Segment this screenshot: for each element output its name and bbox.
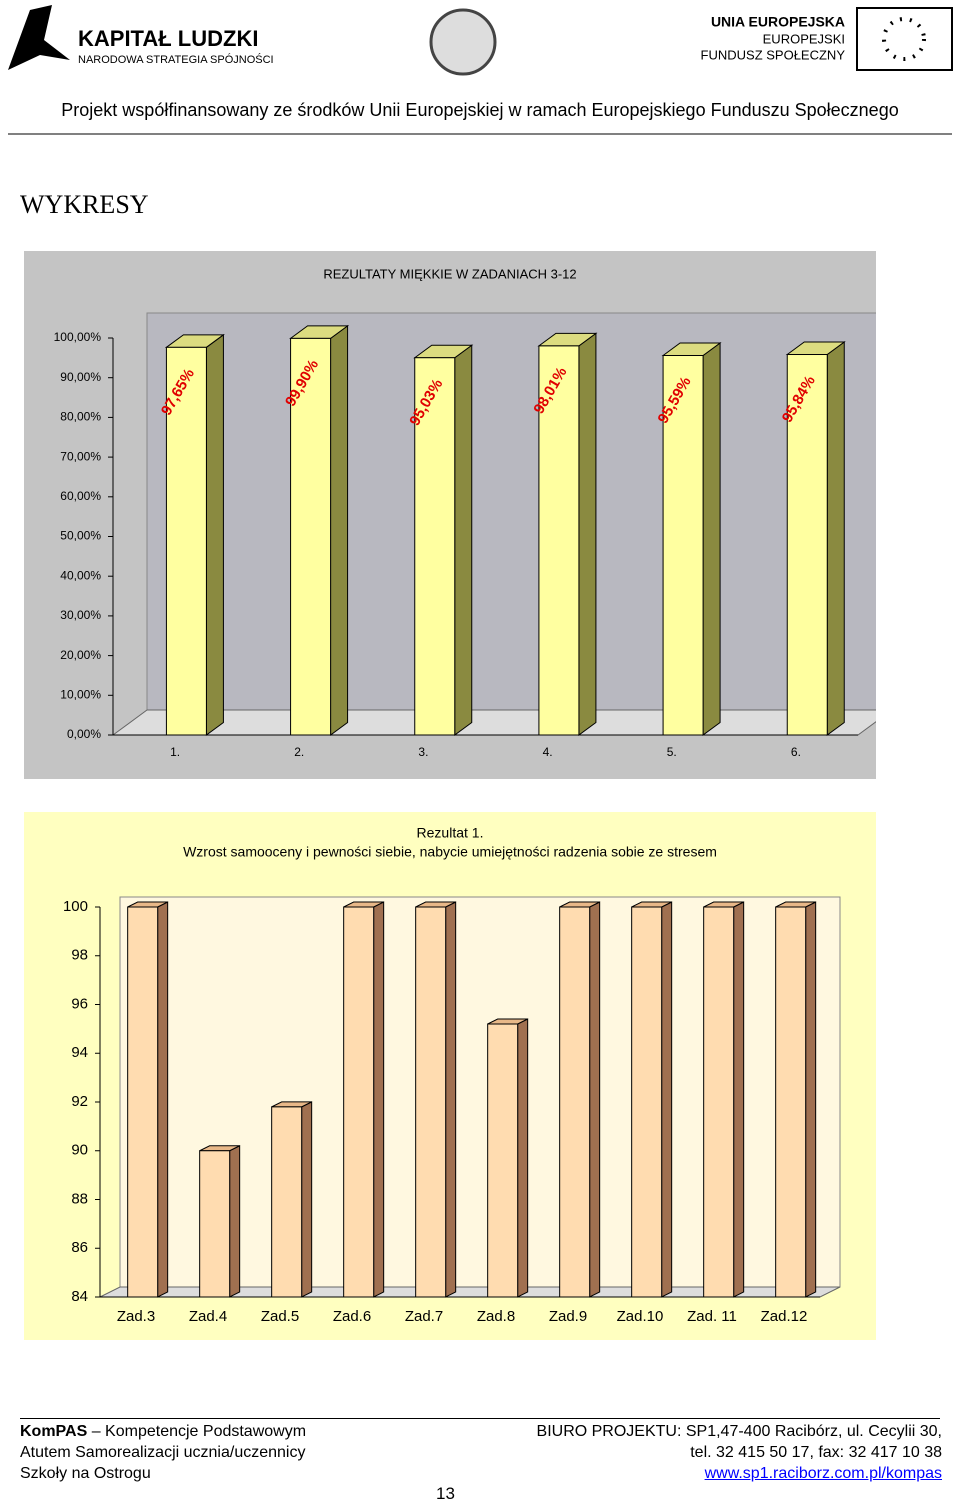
bar-side — [205, 333, 224, 736]
y-tick-label: 80,00% — [60, 410, 101, 424]
y-tick-label: 90,00% — [60, 370, 101, 384]
y-tick-label: 70,00% — [60, 449, 101, 463]
bar-side — [229, 1144, 241, 1298]
bar-side — [826, 341, 845, 736]
eu-line: UNIA EUROPEJSKA — [711, 14, 845, 30]
y-tick-label: 100,00% — [54, 330, 102, 344]
y-tick-label: 30,00% — [60, 608, 101, 622]
x-tick-label: Zad.4 — [189, 1308, 227, 1325]
bar — [271, 1106, 303, 1298]
bar — [165, 346, 207, 736]
x-tick-label: Zad.6 — [333, 1308, 371, 1325]
footer-line: Szkoły na Ostrogu — [20, 1465, 151, 1482]
bar — [786, 354, 828, 736]
x-tick-label: Zad.10 — [617, 1308, 664, 1325]
x-tick-label: 4. — [543, 745, 553, 759]
heading: WYKRESY — [20, 190, 149, 219]
bar-side — [445, 901, 457, 1298]
footer-line: BIURO PROJEKTU: SP1,47-400 Racibórz, ul.… — [536, 1423, 942, 1440]
x-tick-label: 6. — [791, 745, 801, 759]
footer-left: KomPAS – Kompetencje Podstawowym Atutem … — [20, 1421, 306, 1484]
y-tick-label: 20,00% — [60, 648, 101, 662]
bar — [631, 906, 663, 1298]
footer-link[interactable]: www.sp1.raciborz.com.pl/kompas — [704, 1465, 942, 1482]
y-tick-label: 60,00% — [60, 489, 101, 503]
footer-rule — [20, 1418, 940, 1419]
bar-side — [702, 342, 721, 736]
x-tick-label: 5. — [667, 745, 677, 759]
y-tick-label: 10,00% — [60, 687, 101, 701]
footer-line: Atutem Samorealizacji ucznia/uczennicy — [20, 1444, 306, 1461]
chart: REZULTATY MIĘKKIE W ZADANIACH 3-12 0,00% 1… — [24, 251, 876, 779]
chart: Rezultat 1. Wzrost samooceny i pewności s… — [24, 812, 876, 1340]
y-tick-label: 84 — [71, 1288, 88, 1305]
school-logo — [429, 8, 497, 76]
y-tick-label: 50,00% — [60, 529, 101, 543]
footer-line: tel. 32 415 50 17, fax: 32 417 10 38 — [690, 1444, 942, 1461]
x-tick-label: Zad.8 — [477, 1308, 515, 1325]
x-tick-label: Zad. 11 — [687, 1308, 737, 1325]
y-tick-label: 96 — [71, 995, 88, 1012]
x-tick-label: Zad.7 — [405, 1308, 443, 1325]
x-tick-label: 3. — [418, 745, 428, 759]
eu-line: EUROPEJSKI — [763, 31, 845, 46]
y-tick-label: 100 — [63, 898, 88, 915]
project-line: Projekt współfinansowany ze środków Unii… — [61, 100, 898, 120]
footer-text: – Kompetencje Podstawowym — [87, 1423, 307, 1440]
y-tick-label: 40,00% — [60, 568, 101, 582]
bar-side — [661, 901, 673, 1298]
bar-side — [578, 332, 597, 736]
x-tick-label: Zad.9 — [549, 1308, 587, 1325]
footer-right: BIURO PROJEKTU: SP1,47-400 Racibórz, ul.… — [537, 1421, 942, 1484]
y-tick-label: 98 — [71, 947, 88, 964]
bar-side — [454, 344, 473, 736]
x-tick-label: Zad.3 — [117, 1308, 155, 1325]
bar — [487, 1023, 519, 1298]
x-tick-label: Zad.5 — [261, 1308, 299, 1325]
back-wall — [146, 312, 876, 711]
header: KAPITAŁ LUDZKI NARODOWA STRATEGIA SPÓJNO… — [8, 5, 953, 135]
eu-line: FUNDUSZ SPOŁECZNY — [701, 47, 846, 62]
logo-icon — [8, 5, 70, 70]
y-tick-label: 86 — [71, 1239, 88, 1256]
bar-side — [589, 901, 601, 1298]
y-tick-label: 0,00% — [67, 727, 101, 741]
footer-line: KomPAS – Kompetencje Podstawowym — [20, 1421, 306, 1442]
bar — [290, 337, 332, 736]
bar-side — [733, 901, 745, 1298]
bar — [559, 906, 591, 1298]
x-tick-label: 2. — [294, 745, 304, 759]
y-tick-label: 92 — [71, 1093, 88, 1110]
bar — [775, 906, 807, 1298]
footer-brand: KomPAS — [20, 1423, 88, 1440]
bar-side — [157, 901, 169, 1298]
bar — [127, 906, 159, 1298]
bar — [414, 357, 456, 736]
bar-side — [373, 901, 385, 1298]
x-tick-label: 1. — [170, 745, 180, 759]
bar — [703, 906, 735, 1298]
page-number: 13 — [436, 1484, 455, 1503]
bar — [538, 345, 580, 736]
logo-title: KAPITAŁ LUDZKI — [78, 26, 258, 51]
bar — [343, 906, 375, 1298]
logo-subtitle: NARODOWA STRATEGIA SPÓJNOŚCI — [78, 53, 274, 66]
chart-title: Rezultat 1. — [417, 825, 484, 841]
floor — [111, 709, 876, 736]
y-tick-label: 90 — [71, 1142, 88, 1159]
y-tick-label: 94 — [71, 1044, 88, 1061]
bar — [662, 355, 704, 736]
chart-subtitle: Wzrost samooceny i pewności siebie, naby… — [183, 844, 717, 860]
x-tick-label: Zad.12 — [761, 1308, 808, 1325]
bar-side — [517, 1018, 529, 1298]
bar-side — [330, 324, 349, 736]
y-tick-label: 88 — [71, 1190, 88, 1207]
eu-stars — [882, 17, 926, 61]
chart-title: REZULTATY MIĘKKIE W ZADANIACH 3-12 — [323, 266, 576, 281]
bar-side — [301, 1101, 313, 1298]
bar — [199, 1150, 231, 1298]
bar — [415, 906, 447, 1298]
bar-side — [805, 901, 817, 1298]
